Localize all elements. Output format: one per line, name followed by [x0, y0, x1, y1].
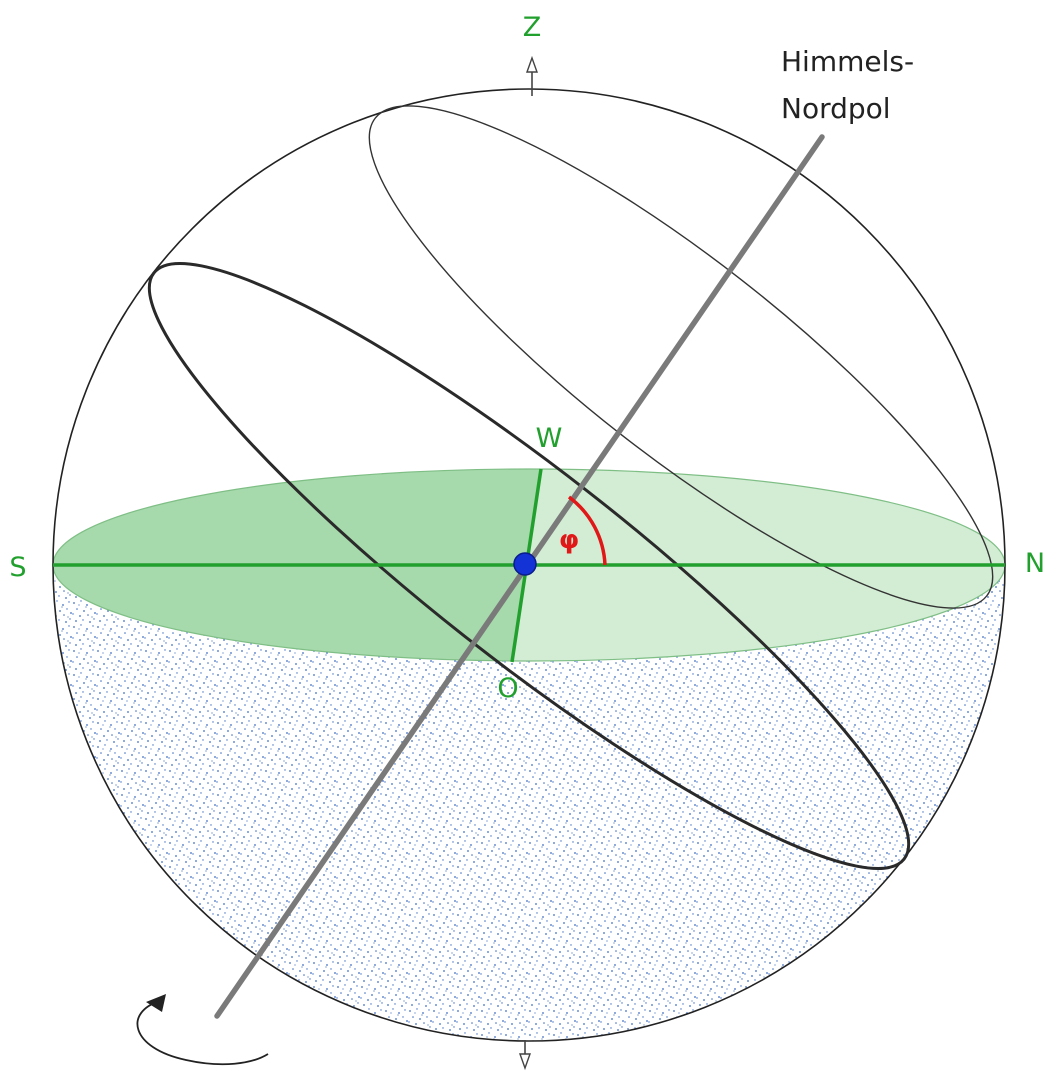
west-label: W [536, 423, 563, 454]
celestial-axis [214, 134, 825, 1019]
rotation-arrow-icon [136, 994, 269, 1066]
celestial-north-pole-label-line2: Nordpol [781, 92, 891, 125]
zenith-arrow-icon [526, 55, 538, 96]
below-horizon-region [53, 565, 1005, 1041]
zenith-label: Z [523, 12, 542, 43]
latitude-angle-label: φ [559, 525, 579, 555]
north-label: N [1025, 548, 1045, 579]
south-label: S [9, 552, 26, 583]
nadir-arrow-icon [519, 1040, 531, 1071]
observer-dot-icon [513, 552, 537, 576]
celestial-equator [147, 262, 911, 870]
celestial-north-pole-label-line1: Himmels- [781, 45, 914, 78]
latitude-angle-arc [567, 495, 607, 566]
east-label: O [497, 673, 518, 704]
